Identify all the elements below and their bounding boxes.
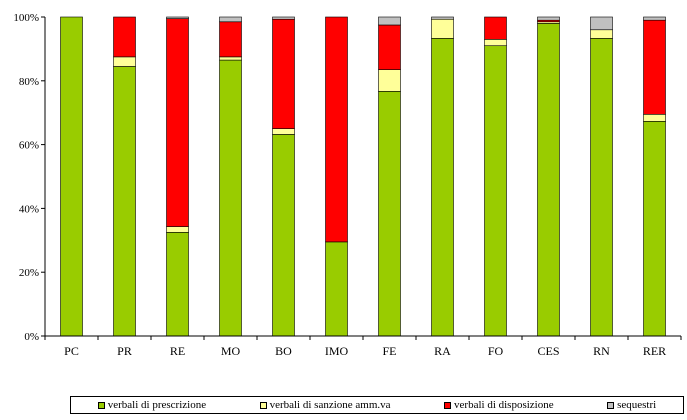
x-tick-label-ra: RA: [434, 344, 451, 358]
bar-segment-fo-series-0: [484, 45, 507, 337]
bar-segment-pr-series-2: [113, 16, 136, 58]
bar-segment-ra-series-1: [431, 18, 454, 39]
bar-segment-imo-series-2: [325, 16, 348, 243]
x-tick-label-pr: PR: [117, 344, 132, 358]
bar-segment-pr-series-0: [113, 66, 136, 337]
bar-segment-bo-series-3: [272, 16, 295, 20]
x-axis-labels: PC PR RE MO BO IMO FE RA FO CES RN RER: [64, 344, 666, 358]
bar-segment-rer-series-0: [643, 121, 666, 337]
legend-label-3: sequestri: [617, 399, 657, 411]
bar-segment-re-series-2: [166, 18, 189, 227]
legend-swatch-1: [259, 401, 267, 409]
bar-segment-mo-series-0: [219, 59, 242, 337]
y-tick-label: 60%: [19, 140, 39, 152]
bar-segment-re-series-3: [166, 16, 189, 19]
bar-segment-mo-series-1: [219, 56, 242, 61]
bar-segment-fo-series-1: [484, 39, 507, 47]
bar-segment-rer-series-3: [643, 16, 666, 21]
x-tick-label-fo: FO: [488, 344, 504, 358]
legend-label-0: verbali di prescrizione: [107, 399, 207, 411]
bar-segment-fe-series-1: [378, 69, 401, 92]
x-tick-label-bo: BO: [275, 344, 292, 358]
x-tick-label-rn: RN: [593, 344, 610, 358]
bar-segment-bo-series-2: [272, 18, 295, 129]
legend-item-1: verbali di sanzione amm.va: [259, 399, 391, 411]
bar-segment-rer-series-1: [643, 113, 666, 122]
bar-segment-fe-series-2: [378, 24, 401, 70]
bar-segment-bo-series-0: [272, 134, 295, 337]
y-tick-label: 40%: [19, 203, 39, 215]
legend-swatch-3: [607, 401, 615, 409]
legend-item-0: verbali di prescrizione: [97, 399, 207, 411]
x-tick-label-imo: IMO: [325, 344, 349, 358]
chart-legend: verbali di prescrizione verbali di sanzio…: [70, 396, 684, 414]
y-tick-label: 20%: [19, 267, 39, 279]
x-tick-label-pc: PC: [64, 344, 79, 358]
bar-segment-rer-series-2: [643, 19, 666, 115]
bar-segment-pc-series-0: [60, 16, 83, 337]
x-tick-label-fe: FE: [382, 344, 396, 358]
axes-group: [44, 17, 682, 340]
bar-segment-ra-series-0: [431, 38, 454, 337]
bar-segment-pr-series-1: [113, 56, 136, 67]
bar-segment-fe-series-3: [378, 16, 401, 26]
legend-label-1: verbali di sanzione amm.va: [269, 399, 391, 411]
bar-segment-fo-series-2: [484, 16, 507, 40]
x-tick-label-rer: RER: [643, 344, 666, 358]
y-tick-label: 100%: [13, 12, 39, 24]
bar-segment-imo-series-0: [325, 241, 348, 337]
legend-swatch-2: [444, 401, 452, 409]
bar-segment-ces-series-0: [537, 23, 560, 337]
x-tick-label-re: RE: [170, 344, 185, 358]
bar-segment-ces-series-3: [537, 16, 560, 21]
x-tick-label-ces: CES: [537, 344, 559, 358]
bar-segment-re-series-0: [166, 232, 189, 337]
legend-swatch-0: [97, 401, 105, 409]
bar-segment-rn-series-0: [590, 38, 613, 337]
y-tick-label: 80%: [19, 76, 39, 88]
bar-segment-mo-series-3: [219, 16, 242, 23]
x-tick-label-mo: MO: [221, 344, 241, 358]
bar-segment-re-series-1: [166, 226, 189, 233]
legend-item-3: sequestri: [607, 399, 656, 411]
bars-group: [60, 16, 666, 337]
legend-label-2: verbali di disposizione: [454, 399, 554, 411]
bar-segment-rn-series-3: [590, 16, 613, 31]
y-axis-ticks: 0% 20% 40% 60% 80% 100%: [13, 12, 45, 343]
legend-item-2: verbali di disposizione: [444, 399, 554, 411]
bar-segment-fe-series-0: [378, 91, 401, 337]
bar-segment-rn-series-1: [590, 29, 613, 39]
y-tick-label: 0%: [24, 331, 39, 343]
bar-segment-mo-series-2: [219, 21, 242, 58]
bar-segment-bo-series-1: [272, 128, 295, 135]
bar-segment-ra-series-3: [431, 16, 454, 20]
